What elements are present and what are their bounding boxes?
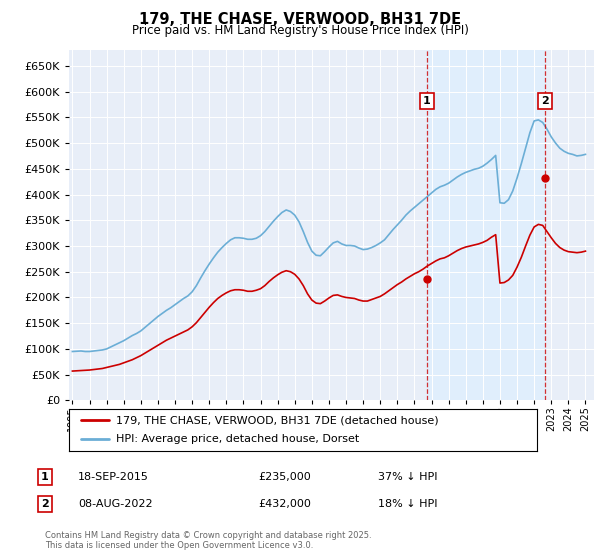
Text: HPI: Average price, detached house, Dorset: HPI: Average price, detached house, Dors… bbox=[116, 435, 359, 445]
Text: 18-SEP-2015: 18-SEP-2015 bbox=[78, 472, 149, 482]
Text: 179, THE CHASE, VERWOOD, BH31 7DE: 179, THE CHASE, VERWOOD, BH31 7DE bbox=[139, 12, 461, 27]
Text: Price paid vs. HM Land Registry's House Price Index (HPI): Price paid vs. HM Land Registry's House … bbox=[131, 24, 469, 36]
Bar bbox=[427, 50, 545, 400]
Text: £235,000: £235,000 bbox=[258, 472, 311, 482]
Text: 2: 2 bbox=[541, 96, 548, 106]
Text: Contains HM Land Registry data © Crown copyright and database right 2025.
This d: Contains HM Land Registry data © Crown c… bbox=[45, 531, 371, 550]
Text: 37% ↓ HPI: 37% ↓ HPI bbox=[378, 472, 437, 482]
Text: 18% ↓ HPI: 18% ↓ HPI bbox=[378, 499, 437, 509]
Text: 1: 1 bbox=[423, 96, 431, 106]
Text: £432,000: £432,000 bbox=[258, 499, 311, 509]
Text: 08-AUG-2022: 08-AUG-2022 bbox=[78, 499, 152, 509]
Text: 2: 2 bbox=[41, 499, 49, 509]
Text: 179, THE CHASE, VERWOOD, BH31 7DE (detached house): 179, THE CHASE, VERWOOD, BH31 7DE (detac… bbox=[116, 415, 439, 425]
Text: 1: 1 bbox=[41, 472, 49, 482]
